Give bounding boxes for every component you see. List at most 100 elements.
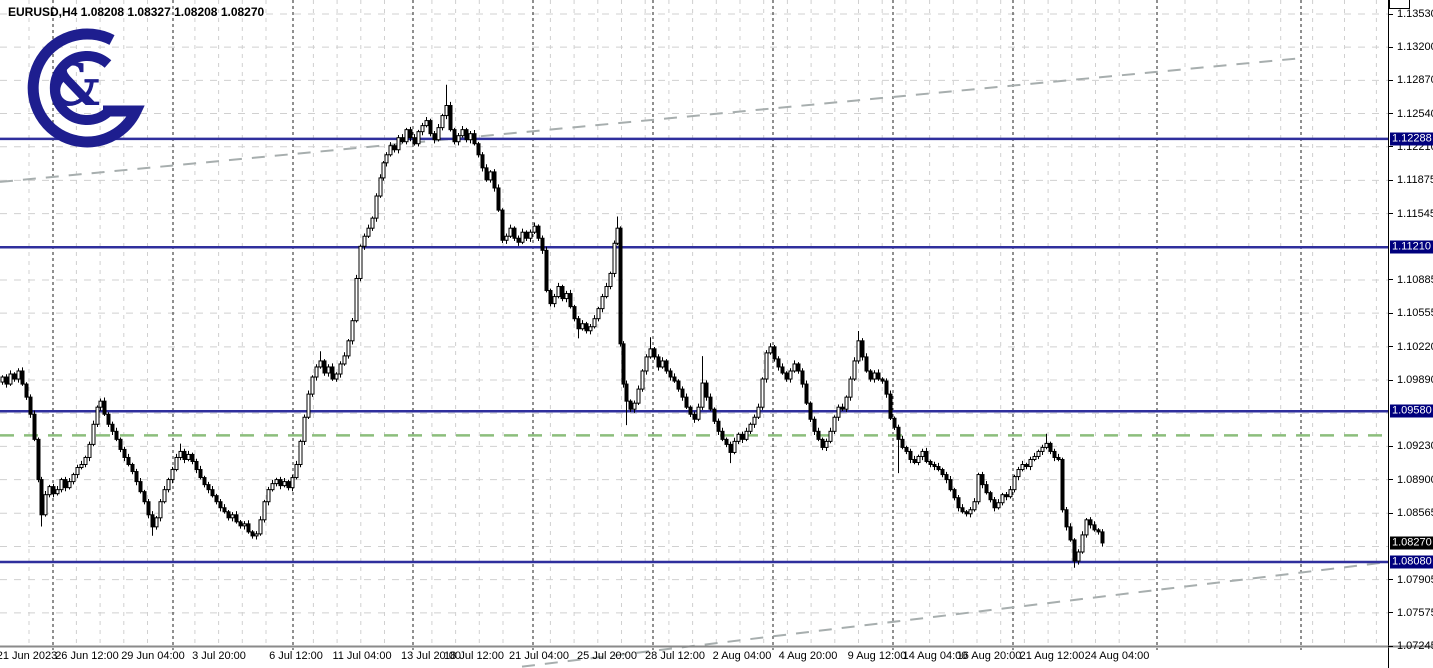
symbol-title: EURUSD,H4 1.08208 1.08327 1.08208 1.0827… [8, 5, 265, 19]
candle-body [964, 511, 969, 515]
candle-body [154, 517, 159, 528]
candle-body [920, 450, 925, 457]
candle-body [756, 406, 761, 418]
time-axis-label: 25 Jul 20:00 [577, 650, 637, 662]
candle-body [900, 438, 905, 448]
candle-body [684, 396, 689, 408]
candle-body [568, 293, 573, 308]
price-axis-label: 1.08565 [1397, 507, 1433, 520]
candle-body [732, 440, 737, 453]
candle-body [20, 370, 25, 385]
candle-body [592, 318, 597, 328]
candle-body [246, 523, 251, 533]
candle-body [764, 352, 769, 380]
candle-body [306, 393, 311, 418]
trendline-lower-channel[interactable] [521, 561, 1389, 668]
time-axis-label: 21 Aug 12:00 [1019, 650, 1085, 662]
time-axis-label: 4 Aug 20:00 [778, 650, 838, 662]
trendline-upper-channel[interactable] [0, 57, 1301, 183]
candle-body [222, 507, 227, 513]
candle-body [314, 366, 319, 378]
candle-body [1004, 494, 1009, 498]
time-axis-label: 6 Jul 12:00 [269, 650, 323, 662]
candle-body [484, 167, 489, 181]
time-axis-label: 9 Aug 12:00 [847, 650, 907, 662]
candle-body [420, 125, 425, 133]
candle-body [872, 372, 877, 380]
candle-body [342, 355, 347, 365]
candle-body [194, 460, 199, 471]
candle-body [24, 383, 29, 398]
candle-body [1068, 526, 1073, 541]
candle-body [1016, 469, 1021, 478]
candle-body [1036, 450, 1041, 457]
candle-body [294, 464, 299, 479]
candle-body [796, 363, 801, 372]
candle-body [552, 296, 557, 305]
candle-body [584, 323, 589, 332]
candle-body [668, 370, 673, 378]
candle-body [460, 129, 465, 137]
candle-body [708, 396, 713, 410]
candle-body [848, 378, 853, 398]
candle-body [600, 296, 605, 310]
candle-body [604, 286, 609, 298]
candle-body [536, 225, 541, 239]
candle-body [404, 129, 409, 143]
candle-body [988, 492, 993, 501]
candle-body [972, 501, 977, 511]
week-separators [52, 0, 1302, 650]
candle-body [984, 484, 989, 494]
candle-body [1000, 494, 1005, 504]
candle-body [322, 360, 327, 374]
candle-body [836, 406, 841, 418]
candle-body [330, 366, 335, 380]
candle-body [1040, 446, 1045, 452]
candle-body [544, 249, 549, 292]
trendlines [0, 57, 1389, 668]
candle-body [736, 433, 741, 442]
time-axis-label: 11 Jul 04:00 [332, 650, 392, 662]
candle-body [672, 376, 677, 382]
candle-body [496, 187, 501, 211]
time-axis-label: 24 Aug 04:00 [1084, 650, 1150, 662]
candle-body [79, 464, 84, 469]
price-axis-label: 1.07245 [1397, 640, 1433, 653]
candle-body [812, 418, 817, 432]
candle-body [884, 380, 889, 395]
time-axis-label: 13 Jul 20:00 [401, 650, 461, 662]
candle-body [166, 479, 171, 491]
candle-body [392, 145, 397, 151]
candle-body [102, 400, 107, 415]
candle-body [856, 340, 861, 362]
price-axis-tick [1388, 279, 1393, 281]
level-price-badge: 1.09580 [1390, 404, 1433, 418]
candle-body [788, 370, 793, 380]
candle-body [170, 469, 175, 481]
candle-body [992, 499, 997, 509]
candle-body [868, 370, 873, 380]
candle-body [640, 370, 645, 390]
level-price-badge: 1.11210 [1390, 240, 1433, 254]
candle-body [412, 137, 417, 145]
candle-body [150, 514, 155, 528]
candle-body [608, 272, 613, 288]
candle-body [440, 115, 445, 129]
candle-body [528, 231, 533, 239]
time-axis-label: 28 Jul 12:00 [645, 650, 705, 662]
candle-body [908, 450, 913, 460]
price-axis-tick [1388, 612, 1393, 614]
candle-body [828, 430, 833, 442]
candle-body [87, 443, 92, 458]
candle-body [492, 171, 497, 189]
candle-body [254, 533, 259, 537]
candle-body [632, 402, 637, 410]
candle-body [596, 308, 601, 320]
candle-body [996, 502, 1001, 509]
price-axis-tick [1388, 146, 1393, 148]
candle-body [130, 464, 135, 473]
candle-body [564, 293, 569, 300]
candle-body [286, 481, 291, 489]
